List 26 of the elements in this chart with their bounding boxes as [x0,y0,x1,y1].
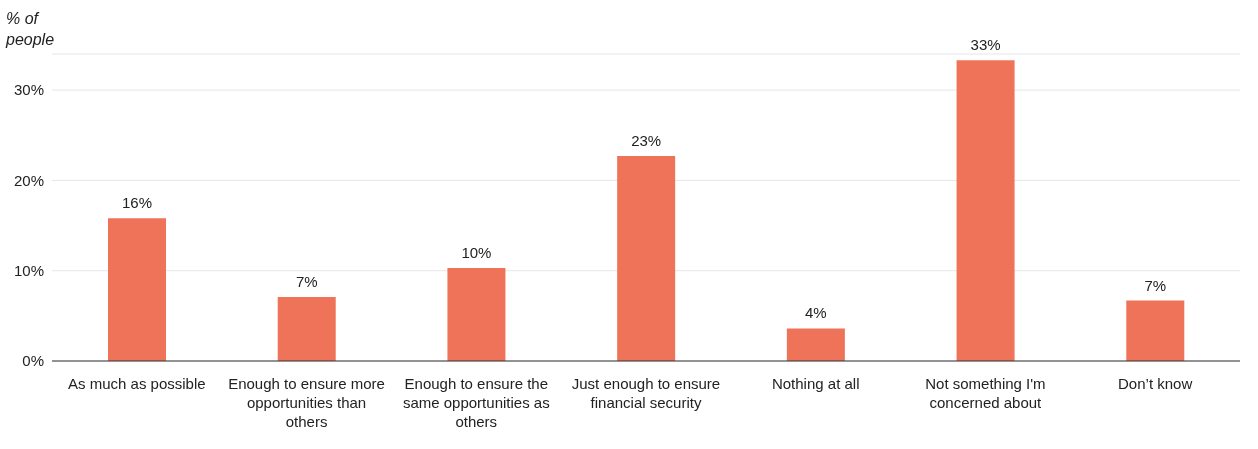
x-tick-label: Don’t know [1118,375,1193,392]
data-label: 10% [461,244,492,261]
data-label: 23% [631,132,662,150]
data-label: 7% [295,272,318,290]
data-label: 33% [970,36,1001,54]
bar [108,218,167,361]
y-tick-label: 20% [13,171,44,189]
x-tick-label: Nothing at all [771,375,860,392]
y-tick-label: 0% [22,352,44,370]
y-tick-label: 30% [13,81,44,99]
bar [447,268,506,361]
y-tick-label: 10% [13,262,44,280]
x-tick-label: Not something I'm concerned about [925,375,1046,411]
x-tick-label: As much as possible [68,375,206,392]
bar [277,296,336,361]
bar [617,156,676,361]
x-tick-label: Enough to ensure the same opportunities as others [402,375,550,430]
data-label: 4% [805,304,827,322]
bar [786,328,845,361]
bar [1126,300,1185,361]
data-label: 16% [121,194,153,212]
x-tick-label: Enough to ensure more opportunities than others [228,375,385,430]
data-label: 7% [1144,276,1167,294]
bar [956,60,1015,361]
y-axis-title: % of people [6,9,56,50]
x-tick-label: Just enough to ensure financial security [571,375,721,411]
